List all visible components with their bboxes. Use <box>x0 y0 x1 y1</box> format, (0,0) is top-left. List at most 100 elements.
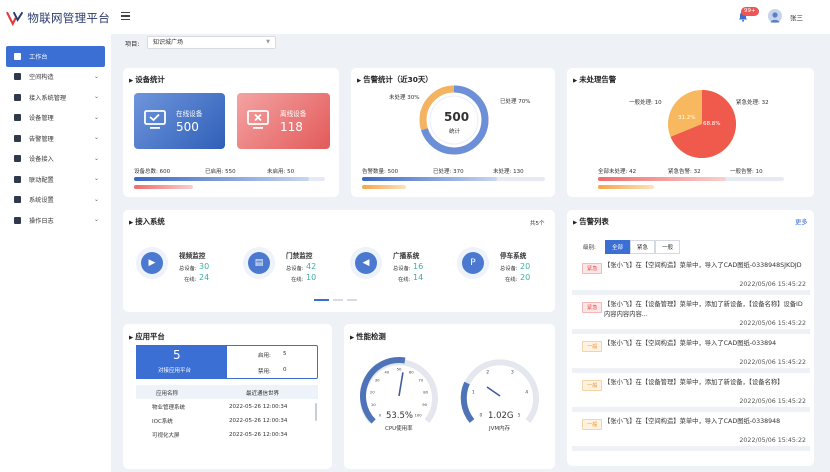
tab-all[interactable]: 全部 <box>605 240 631 254</box>
sidebar-item-label: 联动配置 <box>29 176 54 184</box>
system-icon-circle[interactable]: ◀ <box>350 247 382 279</box>
alarm-list-item[interactable]: 一般 【张小飞】在【设备管理】菜单中，添加了新设备，【设备名称】 2022/05… <box>572 373 810 412</box>
online-devices-label: 在线设备 <box>176 110 203 118</box>
alarm-handled-bar <box>362 177 545 181</box>
alarm-level-tag: 一般 <box>582 341 603 352</box>
alarm-level-tag: 紧急 <box>582 263 603 274</box>
gauge-tick-label: 30 <box>375 378 380 383</box>
offline-devices-box[interactable]: 离线设备 118 <box>237 93 330 149</box>
app-platform-count-label: 对接应用平台 <box>158 368 192 374</box>
system-total-value: 20 <box>520 262 531 271</box>
alarm-list-item[interactable]: 紧急 【张小飞】在【空间构造】菜单中，导入了CAD图纸-0338948SJKDJ… <box>572 256 810 295</box>
table-row[interactable]: 物业管理系统 2022-05-26 12:00:34 <box>136 400 318 414</box>
system-total-label: 总设备: <box>179 266 197 272</box>
system-name[interactable]: 门禁监控 <box>286 252 313 260</box>
sidebar-item-label: 工作台 <box>29 53 48 61</box>
gauge-tick-label: 90 <box>422 402 427 407</box>
app-table-col-name: 应用名称 <box>156 391 179 397</box>
system-total-value: 42 <box>306 262 317 271</box>
alarm-list: 紧急 【张小飞】在【空间构造】菜单中，导入了CAD图纸-0338948SJKDJ… <box>572 256 810 451</box>
system-icon-circle[interactable]: ▶ <box>136 247 168 279</box>
alarm-list-item[interactable]: 一般 【张小飞】在【空间构造】菜单中，导入了CAD图纸-0338948 2022… <box>572 412 810 451</box>
app-platform-count: 5 <box>173 348 181 362</box>
sidebar-item-label: 系统设置 <box>29 197 54 205</box>
table-row[interactable]: IOC系统 2022-05-26 12:00:34 <box>136 414 318 428</box>
avatar[interactable] <box>768 9 782 23</box>
sidebar-menu: 工作台 空间构造 ⌄ 接入系统管理 ⌄ 设备管理 ⌄ 告警管理 ⌄ 设备接入 ⌄ 联动配置 ⌄ 系统设置 ⌄… <box>0 46 111 231</box>
sidebar-item-7[interactable]: 系统设置 ⌄ <box>0 190 111 211</box>
app-table-body: 物业管理系统 2022-05-26 12:00:34 IOC系统 2022-05-26… <box>136 400 318 442</box>
sidebar-item-3[interactable]: 设备管理 ⌄ <box>0 108 111 129</box>
system-online-value: 20 <box>520 273 531 282</box>
alarm-list-item[interactable]: 紧急 【张小飞】在【设备管理】菜单中，添加了新设备，【设备名称】设备ID内容内容… <box>572 295 810 334</box>
cpu-gauge: 0 10 20 30 40 50 60 70 80 90 100 <box>360 357 438 424</box>
notification-badge: 99+ <box>741 7 759 16</box>
alarm-handled-bar-fill <box>362 177 498 181</box>
sidebar-item-1[interactable]: 空间构造 ⌄ <box>0 67 111 88</box>
system-online-label: 在线: <box>291 277 304 283</box>
chevron-down-icon: ⌄ <box>93 72 99 80</box>
device-disabled: 未启用: 50 <box>267 169 295 175</box>
memory-value: 1.02G <box>488 411 514 421</box>
alarm-stats-title: 告警统计（近30天） <box>357 74 432 85</box>
sidebar-item-8[interactable]: 操作日志 ⌄ <box>0 210 111 231</box>
device-enabled-bar <box>134 177 325 181</box>
online-devices-box[interactable]: 在线设备 500 <box>134 93 225 149</box>
alarm-list-more-link[interactable]: 更多 <box>795 219 808 226</box>
app-name-cell: IOC系统 <box>152 419 173 425</box>
log-icon <box>14 216 21 224</box>
app-time-cell: 2022-05-26 12:00:34 <box>229 418 288 424</box>
app-time-cell: 2022-05-26 12:00:34 <box>229 432 288 438</box>
app-table-scrollbar[interactable] <box>315 403 317 421</box>
speaker-icon: ◀ <box>355 252 377 274</box>
system-name[interactable]: 视频监控 <box>179 252 206 260</box>
user-name[interactable]: 张三 <box>790 14 803 22</box>
device-icon <box>14 114 21 122</box>
project-select[interactable]: 知识城广场 ▼ <box>147 36 276 49</box>
gauge-tick-label: 2 <box>486 369 489 375</box>
device-offline-bar-fill <box>134 185 194 189</box>
menu-toggle-icon[interactable] <box>121 12 130 20</box>
sidebar-item-2[interactable]: 接入系统管理 ⌄ <box>0 87 111 108</box>
carousel-dot-active[interactable] <box>314 299 329 301</box>
logo: 物联网管理平台 <box>6 8 110 28</box>
alarm-list-title: 告警列表 <box>573 216 609 227</box>
gauge-tick-label: 1 <box>472 389 475 395</box>
unhandled-normal-bar <box>598 185 784 189</box>
project-select-value: 知识城广场 <box>153 39 184 46</box>
system-name[interactable]: 广播系统 <box>393 252 420 260</box>
chevron-down-icon: ⌄ <box>93 93 99 100</box>
access-systems-card <box>123 210 555 312</box>
gauge-tick-label: 0 <box>379 413 382 418</box>
alarm-list-item[interactable]: 一般 【张小飞】在【空间构造】菜单中，导入了CAD图纸-033894 2022/… <box>572 334 810 373</box>
app-platform-count-box[interactable]: 5 对接应用平台 <box>136 345 227 379</box>
alarm-time: 2022/05/06 15:45:22 <box>739 281 806 288</box>
gauge-tick-label: 50 <box>397 367 402 372</box>
system-icon-circle[interactable]: ▤ <box>243 247 275 279</box>
system-online-label: 在线: <box>398 277 411 283</box>
sidebar-item-0[interactable]: 工作台 <box>6 46 105 67</box>
pie-urgent-slice <box>670 90 736 158</box>
tab-normal[interactable]: 一般 <box>655 240 681 254</box>
system-icon-circle[interactable]: P <box>457 247 489 279</box>
memory-label: JVM内存 <box>489 426 511 432</box>
app-table-header: 应用名称 最近通信世界 <box>136 385 318 399</box>
carousel-dot[interactable] <box>347 299 357 301</box>
sidebar-item-label: 空间构造 <box>29 74 54 82</box>
sidebar-item-label: 接入系统管理 <box>29 94 67 102</box>
donut-handled-label: 已处理 70% <box>500 99 531 105</box>
sidebar-item-6[interactable]: 联动配置 ⌄ <box>0 169 111 190</box>
tab-urgent[interactable]: 紧急 <box>630 240 656 254</box>
sidebar-item-4[interactable]: 告警管理 ⌄ <box>0 128 111 149</box>
alarm-level-label: 级别: <box>583 245 596 251</box>
donut-handled-arc <box>419 85 489 155</box>
alarm-total-label: 统计 <box>449 129 461 135</box>
table-row[interactable]: 可视化大屏 2022-05-26 12:00:34 <box>136 428 318 442</box>
device-total: 设备总数: 600 <box>134 169 171 175</box>
app-name-cell: 物业管理系统 <box>152 405 186 411</box>
alarm-unhandled-count: 未处理: 130 <box>493 169 524 175</box>
sidebar-item-5[interactable]: 设备接入 ⌄ <box>0 149 111 170</box>
carousel-dot[interactable] <box>333 299 343 301</box>
chevron-down-icon: ⌄ <box>93 175 99 182</box>
system-name[interactable]: 停车系统 <box>500 252 527 260</box>
